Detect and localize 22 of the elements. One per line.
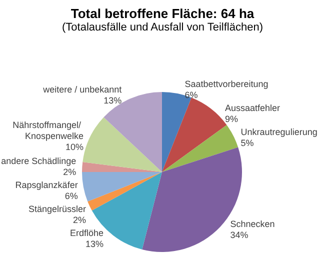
data-label: 2% <box>73 215 86 226</box>
data-label: 6% <box>64 191 78 202</box>
slice-label: Erdflöhe <box>70 228 104 238</box>
slice-label: Stängelrüssler <box>28 204 86 214</box>
data-label: 13% <box>104 95 122 106</box>
data-label: 5% <box>240 138 254 148</box>
data-label: 9% <box>225 114 238 124</box>
slice-label: Schnecken <box>230 219 275 229</box>
chart-title: Total betroffene Fläche: 64 ha <box>70 6 255 21</box>
data-label: 6% <box>184 90 198 100</box>
slice-label: Rapsglanzkäfer <box>15 180 78 190</box>
data-label: 13% <box>86 239 104 250</box>
slice-label: andere Schädlinge <box>1 156 76 166</box>
data-label: 10% <box>65 142 84 152</box>
slice-label: weitere / unbekannt <box>42 84 122 94</box>
data-label: 34% <box>230 230 248 240</box>
chart-subtitle: (Totalausfälle und Ausfall von Teilflächen) <box>62 22 263 34</box>
slice-label: Unkrautregulierung <box>240 126 318 137</box>
slice-label: Nährstoffmangel/ Knospenwelke <box>12 120 84 142</box>
data-label: 2% <box>63 167 76 178</box>
slice-label: Aussaatfehler <box>225 102 280 113</box>
slice-label: Saatbettvorbereitung <box>184 78 268 89</box>
